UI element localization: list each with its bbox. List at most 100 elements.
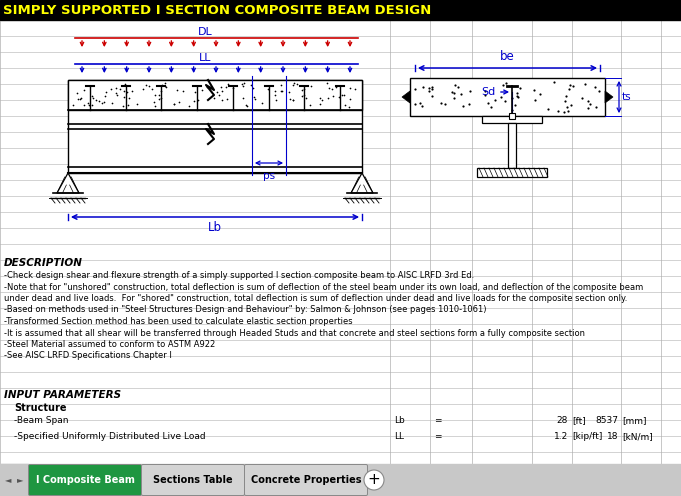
Point xyxy=(97,99,108,107)
Point xyxy=(287,96,298,104)
Point xyxy=(528,86,539,94)
Point xyxy=(529,96,540,104)
Point xyxy=(458,102,469,110)
Point xyxy=(245,81,256,89)
Point xyxy=(174,98,185,106)
Point xyxy=(127,87,138,95)
Point xyxy=(99,98,110,106)
Point xyxy=(238,82,249,90)
Point xyxy=(271,96,282,104)
Text: Lb: Lb xyxy=(394,416,405,425)
Point xyxy=(447,88,458,96)
Point xyxy=(321,79,332,87)
Point xyxy=(323,84,334,92)
Point xyxy=(511,92,522,100)
Text: INPUT PARAMETERS: INPUT PARAMETERS xyxy=(4,390,121,400)
Point xyxy=(496,93,507,101)
FancyBboxPatch shape xyxy=(29,464,142,496)
Point xyxy=(333,93,344,101)
Point xyxy=(208,85,219,93)
Text: -Transformed Section method has been used to calculate elastic section propertie: -Transformed Section method has been use… xyxy=(4,317,353,326)
Text: DESCRIPTION: DESCRIPTION xyxy=(4,258,83,268)
Point xyxy=(331,83,342,91)
Point xyxy=(565,81,575,89)
Text: ◄: ◄ xyxy=(5,476,12,485)
Point xyxy=(456,90,466,98)
Point xyxy=(427,92,438,100)
Point xyxy=(155,94,166,102)
Text: Concrete Properties: Concrete Properties xyxy=(251,475,361,485)
Point xyxy=(249,93,259,101)
Text: Sections Table: Sections Table xyxy=(153,475,233,485)
Point xyxy=(155,87,166,95)
Point xyxy=(552,107,563,115)
Point xyxy=(216,87,227,95)
Point xyxy=(543,105,554,113)
Point xyxy=(156,81,167,89)
Text: ►: ► xyxy=(17,476,23,485)
Point xyxy=(153,91,164,99)
Point xyxy=(256,99,267,107)
Text: LL: LL xyxy=(394,432,404,441)
Bar xyxy=(0,0,681,20)
Text: DL: DL xyxy=(197,27,212,37)
Text: -Based on methods used in "Steel Structures Design and Behaviour" by: Salmon & J: -Based on methods used in "Steel Structu… xyxy=(4,306,486,314)
Text: -Beam Span: -Beam Span xyxy=(14,416,69,425)
Point xyxy=(568,82,579,90)
Text: [mm]: [mm] xyxy=(622,416,646,425)
Point xyxy=(315,100,326,108)
Point xyxy=(328,92,338,100)
Text: ts: ts xyxy=(622,92,631,102)
Point xyxy=(514,84,525,92)
Point xyxy=(169,100,180,108)
Point xyxy=(140,81,151,89)
Point xyxy=(350,85,361,93)
Point xyxy=(345,84,355,92)
Point xyxy=(270,91,281,99)
Point xyxy=(123,101,133,109)
Point xyxy=(153,95,164,103)
Point xyxy=(118,102,129,110)
Bar xyxy=(410,78,605,116)
Point xyxy=(548,78,559,86)
Point xyxy=(110,84,121,92)
Point xyxy=(112,91,123,99)
Point xyxy=(415,99,426,107)
Point xyxy=(490,97,501,105)
Point xyxy=(248,84,259,92)
Point xyxy=(298,85,309,93)
Text: I Composite Beam: I Composite Beam xyxy=(35,475,134,485)
Text: 8537: 8537 xyxy=(595,416,618,425)
Point xyxy=(276,87,287,95)
Point xyxy=(501,79,512,87)
Point xyxy=(423,87,434,95)
Point xyxy=(214,91,225,99)
Point xyxy=(82,99,93,107)
Point xyxy=(590,103,601,111)
Point xyxy=(269,87,280,95)
Point xyxy=(563,107,574,115)
Text: 1.2: 1.2 xyxy=(554,432,568,441)
Point xyxy=(171,86,182,94)
Text: Sd: Sd xyxy=(481,87,496,97)
Point xyxy=(238,95,249,103)
Point xyxy=(217,96,227,104)
Point xyxy=(561,103,572,111)
Bar xyxy=(508,123,516,168)
Text: [kip/ft]: [kip/ft] xyxy=(572,432,603,441)
Point xyxy=(339,91,350,99)
Point xyxy=(227,84,238,92)
Point xyxy=(300,94,311,102)
Point xyxy=(512,94,523,102)
Text: =: = xyxy=(434,416,441,425)
Point xyxy=(122,88,133,96)
Point xyxy=(535,90,545,98)
Point xyxy=(119,80,130,88)
Text: -Specified Uniformly Distributed Live Load: -Specified Uniformly Distributed Live Lo… xyxy=(14,432,206,441)
FancyBboxPatch shape xyxy=(142,464,244,496)
Point xyxy=(500,97,511,105)
Point xyxy=(101,88,112,96)
Point xyxy=(215,83,226,91)
Point xyxy=(416,102,427,110)
Point xyxy=(222,95,233,103)
